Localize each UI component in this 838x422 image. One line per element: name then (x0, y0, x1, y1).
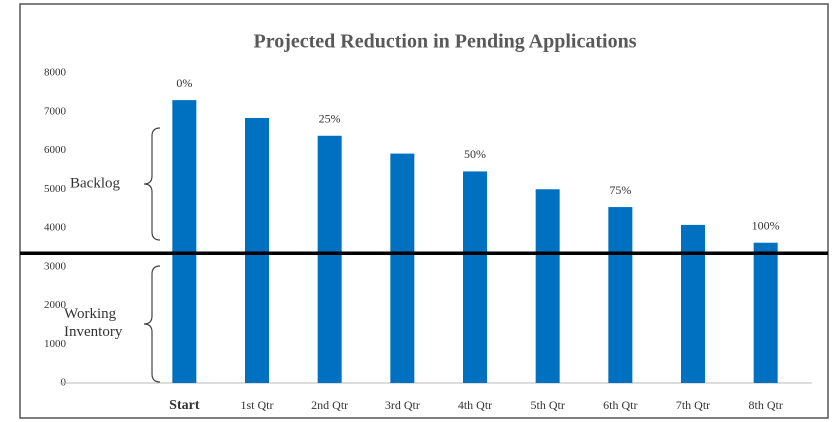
y-tick-label: 5000 (44, 183, 67, 195)
y-tick-label: 8000 (44, 67, 67, 79)
percent-label: 25% (319, 112, 341, 126)
backlog-brace (143, 127, 161, 241)
x-tick-label: 2nd Qtr (311, 398, 348, 412)
percent-label: 100% (752, 218, 780, 232)
y-tick-label: 6000 (44, 144, 67, 156)
y-tick-label: 7000 (44, 105, 67, 117)
x-tick-label: 8th Qtr (748, 398, 782, 412)
y-tick-label: 3000 (44, 260, 67, 272)
bar (535, 189, 560, 383)
bar (681, 224, 705, 383)
y-tick-label: 4000 (44, 222, 67, 234)
x-tick-label: 4th Qtr (458, 398, 492, 412)
bar (753, 242, 778, 383)
annotation: Working Inventory (64, 306, 123, 340)
annotation: Backlog (70, 175, 120, 191)
chart-title: Projected Reduction in Pending Applicati… (254, 31, 637, 53)
y-tick-label: 2000 (44, 299, 67, 311)
x-tick-label: 3rd Qtr (385, 398, 420, 412)
x-tick-label: 6th Qtr (603, 398, 637, 412)
x-tick-label: 5th Qtr (530, 398, 564, 412)
percent-label: 50% (464, 147, 486, 161)
x-tick-label: Start (169, 398, 200, 413)
bar (172, 100, 197, 383)
percent-label: 0% (176, 76, 192, 90)
inventory-brace (143, 265, 161, 383)
x-tick-label: 7th Qtr (676, 398, 710, 412)
bar (390, 153, 415, 383)
bar (245, 117, 269, 383)
bar (463, 171, 487, 383)
chart-frame (19, 3, 829, 419)
percent-label: 75% (609, 183, 631, 197)
y-tick-label: 1000 (44, 338, 67, 350)
x-tick-label: 1st Qtr (241, 398, 274, 412)
bar (608, 207, 633, 383)
bar (317, 135, 342, 383)
